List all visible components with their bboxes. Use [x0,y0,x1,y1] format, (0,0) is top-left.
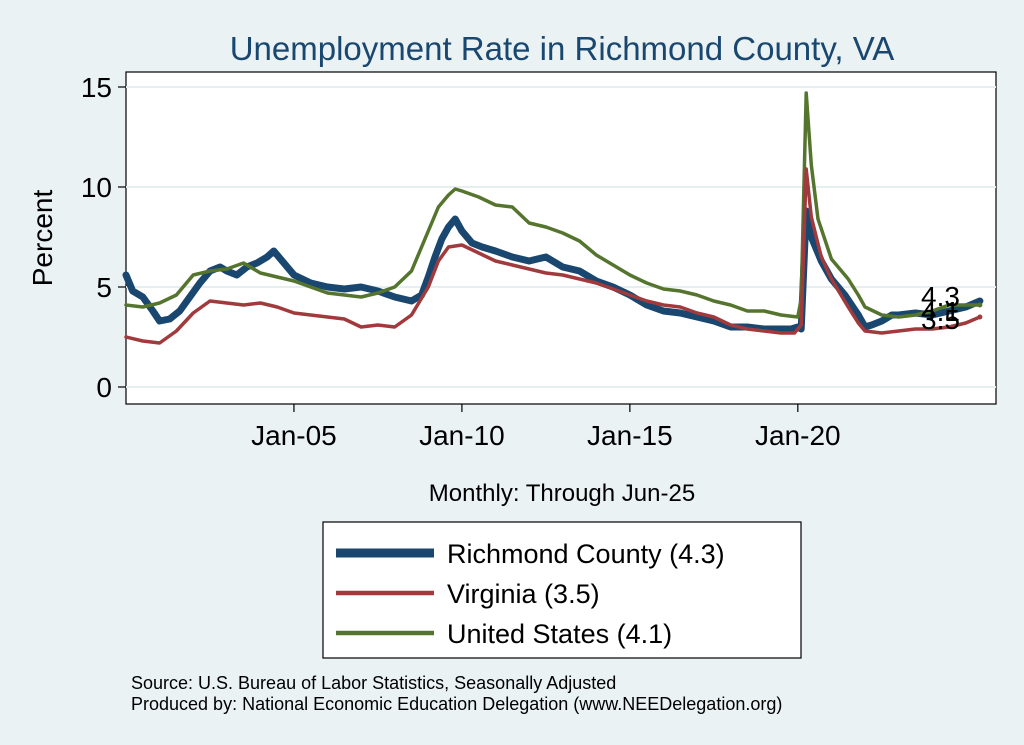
legend-label: Virginia (3.5) [447,579,600,609]
legend-label: United States (4.1) [447,619,672,649]
y-tick-label: 15 [81,72,112,103]
series-line-2 [124,91,982,319]
x-axis-title: Monthly: Through Jun-25 [429,480,695,507]
source-line-1: Source: U.S. Bureau of Labor Statistics,… [131,673,616,693]
end-labels: 4.33.54.1 [921,281,983,335]
y-tick-label: 10 [81,172,112,203]
y-axis-title: Percent [27,190,58,287]
series-end-label: 3.5 [921,304,960,335]
x-tick-label: Jan-15 [587,420,673,451]
plot-area [125,71,997,405]
chart-title: Unemployment Rate in Richmond County, VA [230,30,895,67]
x-axis-ticks: Jan-05 Jan-10 Jan-15 Jan-20 [251,404,841,451]
x-tick-label: Jan-05 [251,420,337,451]
gridlines [126,86,996,388]
series-line-1 [124,167,982,345]
legend: Richmond County (4.3) Virginia (3.5) Unite… [336,539,725,649]
series-end-marker [977,302,983,308]
series-lines [122,91,984,345]
series-end-label: 4.1 [921,296,960,327]
y-tick-label: 0 [96,372,112,403]
x-tick-label: Jan-20 [755,420,841,451]
legend-box [322,521,802,659]
legend-label: Richmond County (4.3) [447,539,725,569]
y-tick-label: 5 [96,272,112,303]
x-tick-label: Jan-10 [419,420,505,451]
series-end-label: 4.3 [921,281,960,312]
series-end-marker [977,314,983,320]
series-end-marker [977,298,983,304]
y-axis-ticks: 0 5 10 15 [81,72,126,403]
source-line-2: Produced by: National Economic Education… [131,694,782,714]
